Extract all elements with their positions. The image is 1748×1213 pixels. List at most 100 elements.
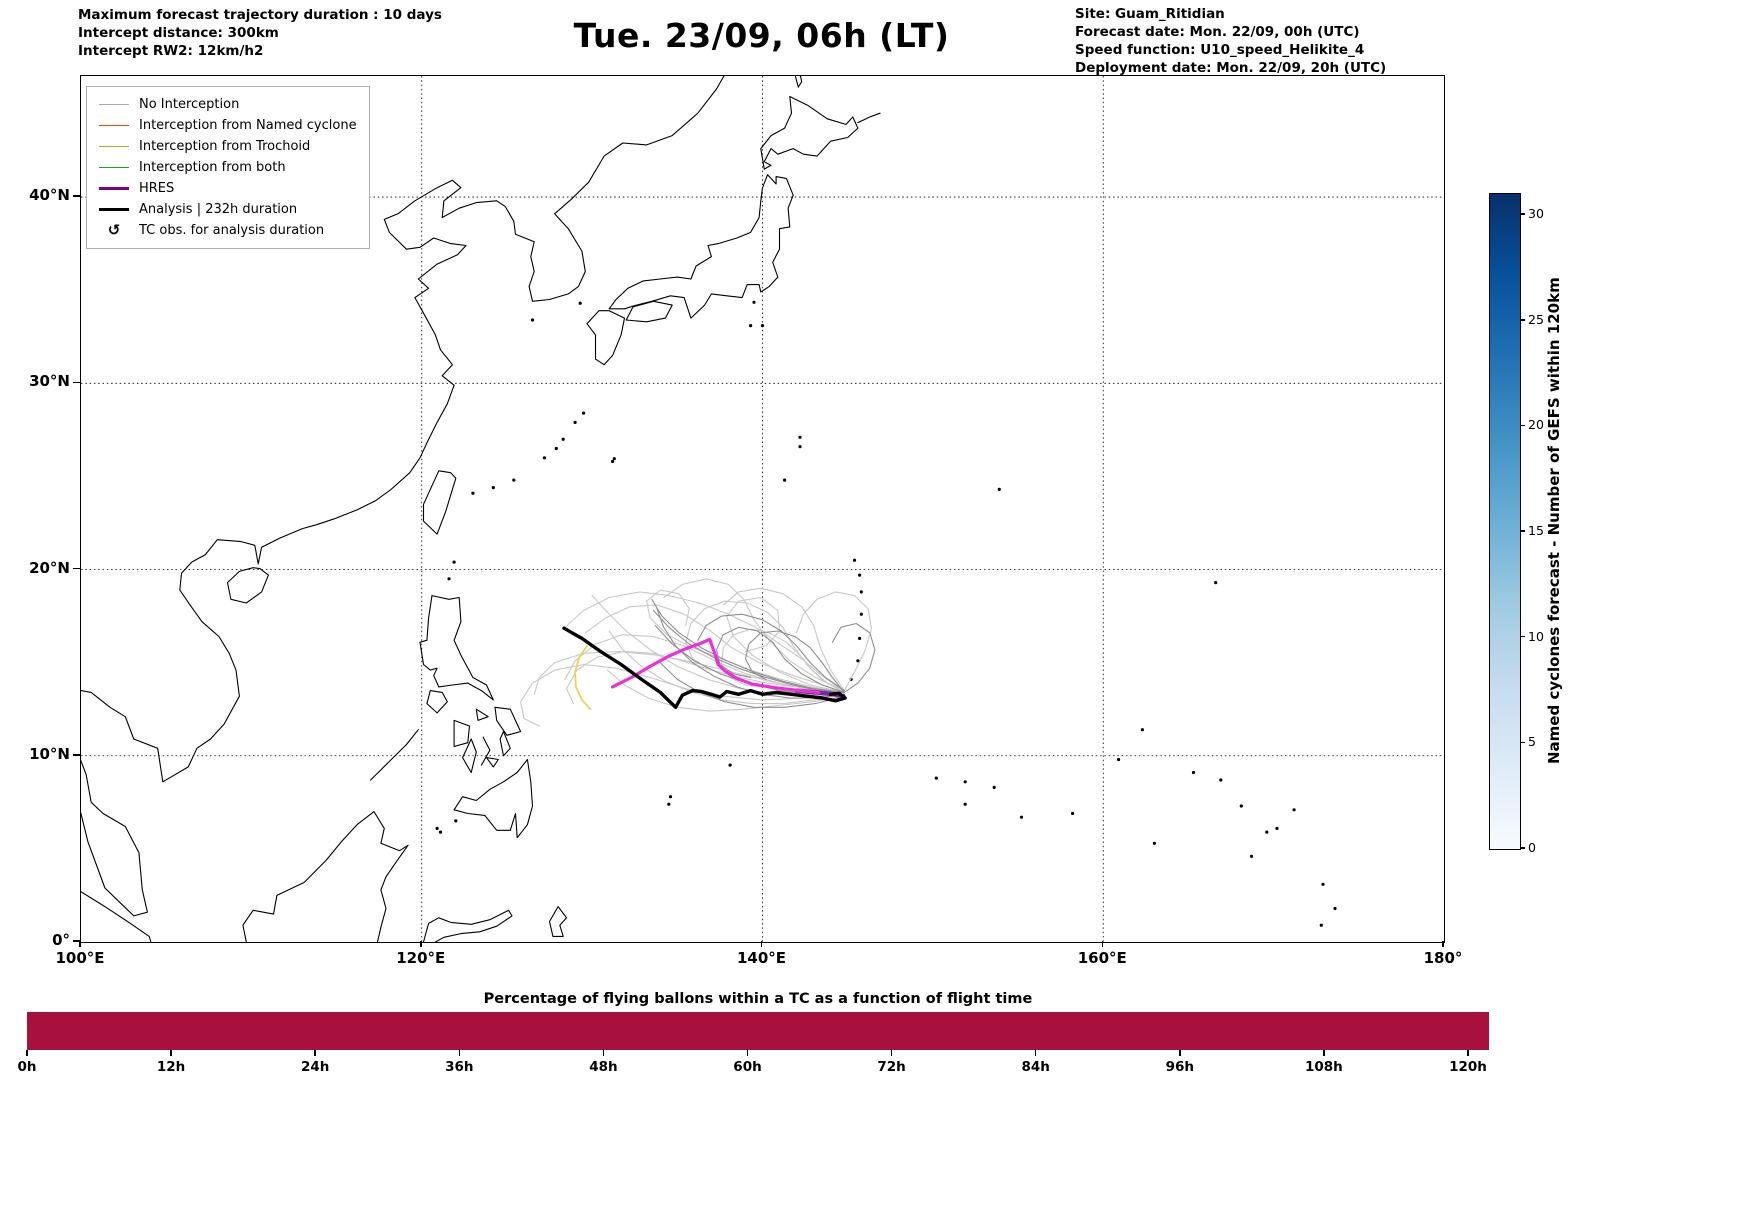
info-line: Intercept RW2: 12km/h2 <box>78 43 264 59</box>
legend-swatch <box>97 125 131 126</box>
trajectory-ensemble-dark <box>656 608 845 699</box>
x-tick <box>760 941 763 947</box>
info-line: Deployment date: Mon. 22/09, 20h (UTC) <box>1075 60 1387 76</box>
y-tick-label: 40°N <box>29 186 70 205</box>
flight-time-tick <box>170 1050 172 1056</box>
y-tick-label: 30°N <box>29 372 70 391</box>
x-tick <box>1101 941 1103 947</box>
island-dot <box>859 590 863 594</box>
flight-time-tick <box>1467 1050 1469 1056</box>
flight-time-tick-label: 0h <box>17 1059 37 1075</box>
island-dot <box>798 435 802 439</box>
trajectory-ensemble-dark <box>715 626 845 693</box>
x-tick-label: 100°E <box>55 949 105 967</box>
coastline <box>81 76 725 917</box>
info-line: Maximum forecast trajectory duration : 1… <box>78 7 442 23</box>
coastline <box>494 706 522 736</box>
island-dot <box>1249 854 1254 858</box>
flight-time-tick <box>602 1050 605 1056</box>
island-dot <box>1019 815 1024 819</box>
island-dot <box>1219 778 1223 782</box>
x-tick-label: 120°E <box>396 949 446 967</box>
legend-item: HRES <box>97 178 357 199</box>
trajectory-trochoid <box>574 645 592 711</box>
island-dot <box>760 324 765 328</box>
island-dot <box>992 785 996 790</box>
y-tick <box>73 940 80 942</box>
flight-time-tick <box>1034 1050 1037 1056</box>
coastline <box>422 470 457 535</box>
flight-time-tick <box>1179 1050 1181 1056</box>
colorbar-tick-label: 5 <box>1528 734 1536 750</box>
trajectory-ensemble-light <box>606 669 845 712</box>
flight-time-bar <box>27 1012 1489 1050</box>
island-dot <box>1117 757 1121 762</box>
island-dot <box>1239 804 1243 808</box>
legend-item: No Interception <box>97 94 357 115</box>
colorbar-tick <box>1520 847 1525 849</box>
x-tick-label: 160°E <box>1077 949 1127 967</box>
info-line: Forecast date: Mon. 22/09, 00h (UTC) <box>1075 24 1360 40</box>
island-dot <box>578 301 582 305</box>
coastline <box>370 729 419 781</box>
island-dot <box>856 659 860 663</box>
colorbar <box>1489 193 1521 850</box>
legend-line-swatch <box>99 125 129 126</box>
island-dot <box>668 795 673 799</box>
island-dot <box>852 558 857 562</box>
legend-item: Interception from Named cyclone <box>97 115 357 136</box>
island-dot <box>542 456 546 460</box>
flight-time-tick <box>314 1050 316 1056</box>
island-dot <box>447 577 451 581</box>
flight-time-tick-label: 60h <box>733 1059 762 1075</box>
coastline <box>586 310 626 366</box>
trajectory-ensemble-light <box>663 578 845 692</box>
island-dot <box>752 300 756 304</box>
map-svg <box>81 76 1444 942</box>
coastline <box>548 906 568 937</box>
island-dot <box>1071 811 1075 816</box>
island-dot <box>858 573 862 577</box>
coastline <box>625 300 673 323</box>
island-dot <box>582 411 586 415</box>
island-dot <box>438 830 443 834</box>
island-dot <box>1140 728 1144 732</box>
island-dot <box>1333 906 1337 911</box>
info-line: Site: Guam_Ritidian <box>1075 6 1225 22</box>
flight-time-tick <box>26 1050 28 1056</box>
colorbar-tick-label: 15 <box>1528 523 1544 539</box>
trajectory-ensemble-light <box>584 604 845 693</box>
legend-line-swatch <box>99 208 129 211</box>
trajectory-ensemble-light <box>722 587 845 692</box>
x-tick <box>79 941 81 947</box>
x-tick-label: 140°E <box>736 949 787 967</box>
legend-line-swatch <box>99 187 129 190</box>
trajectory-ensemble-light <box>608 630 845 705</box>
flight-time-tick <box>890 1050 893 1056</box>
island-dot <box>454 819 458 823</box>
coastline <box>499 731 511 757</box>
colorbar-label: Named cyclones forecast - Number of GEFS… <box>1545 277 1563 764</box>
trajectory-ensemble-light <box>726 596 845 693</box>
island-dot <box>859 612 863 616</box>
legend-item-label: Interception from both <box>139 160 286 175</box>
coastline <box>242 811 409 942</box>
legend-item: Interception from both <box>97 157 357 178</box>
y-tick <box>73 195 80 197</box>
island-dot <box>471 491 475 495</box>
legend-item-label: No Interception <box>139 97 240 112</box>
island-dot <box>1214 581 1218 585</box>
coastline <box>608 174 794 319</box>
trajectory-ensemble-light <box>564 634 845 695</box>
y-tick-label: 0° <box>52 931 70 949</box>
legend-line-swatch <box>99 167 129 168</box>
island-dot <box>1292 808 1296 812</box>
legend-line-swatch <box>99 146 129 147</box>
island-dot <box>1152 841 1156 845</box>
coastline <box>480 736 491 766</box>
flight-time-tick-label: 36h <box>445 1059 474 1075</box>
coastline <box>857 112 881 124</box>
legend-item-label: Interception from Named cyclone <box>139 118 357 133</box>
legend-swatch <box>97 104 131 105</box>
